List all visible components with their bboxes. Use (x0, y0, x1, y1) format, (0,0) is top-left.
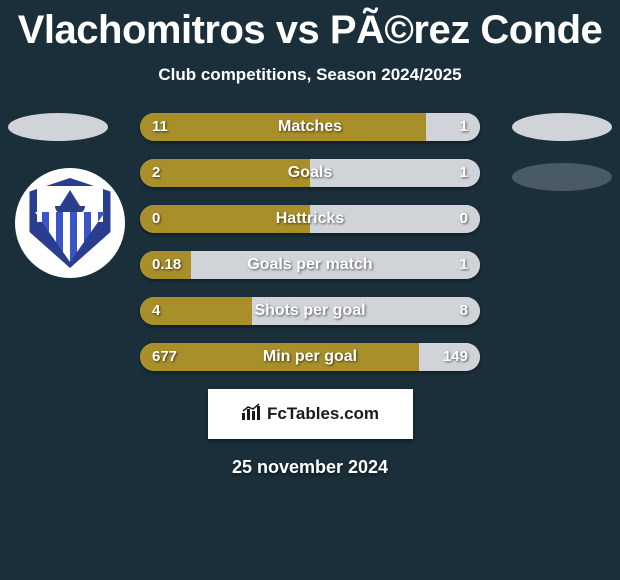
watermark-text: FcTables.com (241, 403, 379, 426)
watermark-label: FcTables.com (267, 404, 379, 424)
chart-icon (241, 403, 263, 426)
comparison-title: Vlachomitros vs PÃ©rez Conde (0, 0, 620, 53)
stat-row: 0.181Goals per match (140, 251, 480, 279)
stat-row: 677149Min per goal (140, 343, 480, 371)
watermark: FcTables.com (208, 389, 413, 439)
stat-label: Goals per match (140, 251, 480, 279)
player-right-badge (512, 113, 612, 141)
stat-label: Min per goal (140, 343, 480, 371)
stat-row: 111Matches (140, 113, 480, 141)
date-line: 25 november 2024 (0, 457, 620, 478)
stat-label: Goals (140, 159, 480, 187)
comparison-subtitle: Club competitions, Season 2024/2025 (0, 65, 620, 85)
player-right-badge-2 (512, 163, 612, 191)
stat-label: Hattricks (140, 205, 480, 233)
stat-row: 48Shots per goal (140, 297, 480, 325)
stat-label: Matches (140, 113, 480, 141)
club-logo-left (15, 168, 125, 278)
stat-row: 00Hattricks (140, 205, 480, 233)
stat-bars: 111Matches 21Goals 00Hattricks 0.181Goals p… (140, 113, 480, 371)
stat-label: Shots per goal (140, 297, 480, 325)
club-logo-graphic (25, 178, 115, 268)
player-left-badge (8, 113, 108, 141)
stat-row: 21Goals (140, 159, 480, 187)
comparison-main: 111Matches 21Goals 00Hattricks 0.181Goals p… (0, 113, 620, 371)
